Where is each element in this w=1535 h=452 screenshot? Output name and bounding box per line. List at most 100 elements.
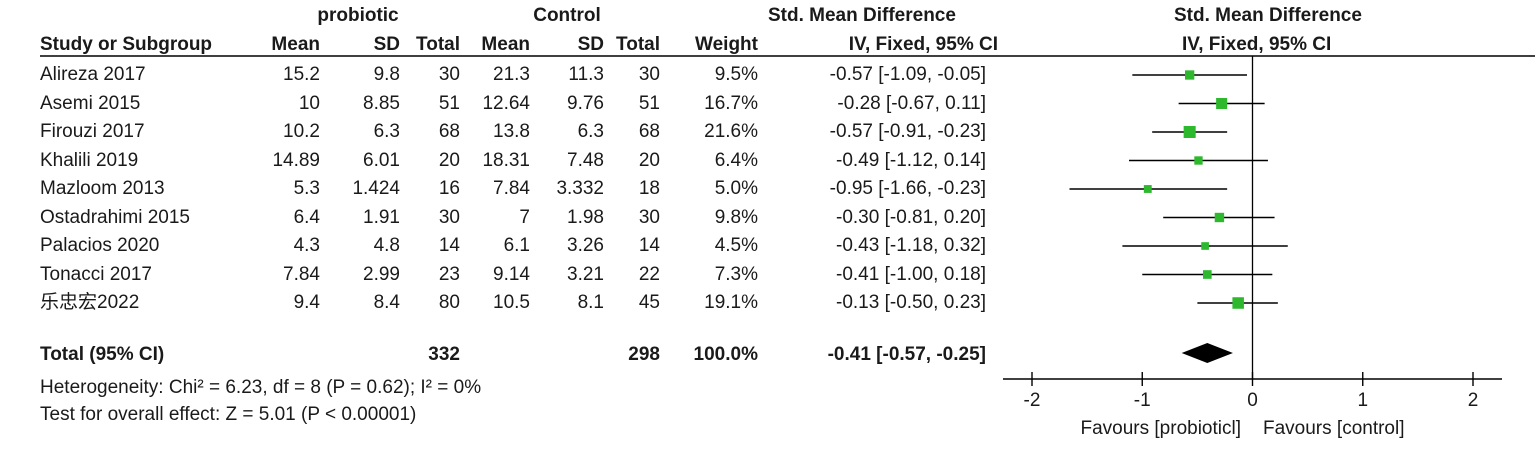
- group1-label: probiotic: [317, 5, 399, 26]
- cell-total1: 30: [438, 206, 460, 228]
- cell-total2: 20: [638, 149, 660, 171]
- cell-mean1: 4.3: [293, 235, 320, 256]
- cell-sd1: 1.424: [352, 178, 400, 199]
- plot-subheader: IV, Fixed, 95% CI: [1182, 34, 1332, 55]
- x-tick-label: -1: [1134, 390, 1151, 411]
- cell-mean2: 13.8: [493, 121, 530, 142]
- total-n2: 298: [628, 344, 660, 365]
- cell-sd1: 9.8: [373, 64, 400, 85]
- cell-ci: -0.41 [-1.00, 0.18]: [836, 263, 986, 285]
- cell-mean1: 9.4: [293, 292, 320, 313]
- effect-marker: [1143, 185, 1152, 193]
- cell-total1: 51: [438, 92, 460, 114]
- col-ci: IV, Fixed, 95% CI: [848, 34, 998, 55]
- cell-weight: 19.1%: [704, 292, 758, 313]
- favours-right-label: Favours [control]: [1263, 418, 1405, 439]
- cell-mean2: 21.3: [493, 64, 530, 85]
- plot-header: Std. Mean Difference: [1174, 5, 1362, 26]
- col-mean1: Mean: [271, 34, 320, 55]
- cell-sd2: 3.21: [567, 263, 604, 285]
- total-ci: -0.41 [-0.57, -0.25]: [827, 344, 986, 365]
- cell-study: Alireza 2017: [40, 64, 146, 85]
- cell-mean1: 7.84: [283, 263, 320, 285]
- cell-ci: -0.57 [-1.09, -0.05]: [829, 64, 986, 85]
- effect-marker: [1183, 126, 1196, 138]
- favours-left-label: Favours [probioticl]: [1080, 418, 1241, 439]
- col-sd1: SD: [373, 34, 400, 55]
- cell-weight: 6.4%: [714, 149, 758, 171]
- cell-sd2: 9.76: [567, 92, 604, 114]
- total-label: Total (95% CI): [40, 344, 165, 365]
- heterogeneity-text: Heterogeneity: Chi² = 6.23, df = 8 (P = …: [40, 377, 482, 398]
- cell-study: Palacios 2020: [40, 235, 160, 256]
- cell-mean2: 6.1: [503, 235, 530, 256]
- cell-study: 乐忠宏2022: [40, 292, 140, 313]
- cell-total1: 16: [438, 178, 460, 199]
- cell-sd1: 4.8: [373, 235, 400, 256]
- cell-mean2: 18.31: [482, 149, 530, 171]
- cell-ci: -0.28 [-0.67, 0.11]: [837, 92, 986, 114]
- cell-sd2: 11.3: [568, 64, 604, 85]
- effect-marker: [1194, 156, 1203, 165]
- cell-total2: 45: [638, 292, 660, 313]
- col-total2: Total: [616, 34, 660, 55]
- effect-marker: [1214, 212, 1225, 223]
- cell-total2: 14: [638, 235, 660, 256]
- cell-mean1: 14.89: [272, 149, 320, 171]
- x-tick-label: 2: [1468, 390, 1479, 411]
- cell-sd1: 1.91: [363, 206, 400, 228]
- col-weight: Weight: [695, 34, 758, 55]
- x-tick-label: 0: [1247, 390, 1258, 411]
- cell-total2: 30: [638, 64, 660, 85]
- cell-total2: 18: [638, 178, 660, 199]
- total-weight: 100.0%: [693, 344, 758, 365]
- cell-total2: 68: [638, 121, 660, 142]
- effect-marker: [1232, 297, 1244, 309]
- cell-mean2: 7: [519, 206, 530, 228]
- cell-study: Mazloom 2013: [40, 178, 165, 199]
- cell-ci: -0.57 [-0.91, -0.23]: [829, 121, 986, 142]
- effect-marker: [1202, 270, 1212, 279]
- cell-sd1: 8.4: [373, 292, 400, 313]
- cell-mean1: 5.3: [293, 178, 320, 199]
- x-tick-label: 1: [1357, 390, 1368, 411]
- cell-mean2: 10.5: [493, 292, 530, 313]
- cell-ci: -0.13 [-0.50, 0.23]: [836, 292, 986, 313]
- cell-sd2: 7.48: [567, 149, 604, 171]
- cell-weight: 9.8%: [714, 206, 758, 228]
- x-tick-label: -2: [1024, 390, 1041, 411]
- cell-total1: 80: [438, 292, 460, 313]
- cell-total1: 20: [438, 149, 460, 171]
- cell-mean2: 7.84: [493, 178, 530, 199]
- cell-total2: 51: [638, 92, 660, 114]
- cell-study: Ostadrahimi 2015: [40, 206, 190, 228]
- cell-sd1: 8.85: [363, 92, 400, 114]
- col-mean2: Mean: [481, 34, 530, 55]
- effect-marker: [1216, 97, 1228, 110]
- overall-effect-text: Test for overall effect: Z = 5.01 (P < 0…: [40, 404, 417, 425]
- cell-total2: 22: [638, 263, 660, 285]
- effect-marker: [1201, 242, 1209, 250]
- cell-weight: 5.0%: [714, 178, 758, 199]
- col-sd2: SD: [577, 34, 604, 55]
- cell-total2: 30: [638, 206, 660, 228]
- cell-weight: 7.3%: [714, 263, 758, 285]
- cell-mean1: 10.2: [283, 121, 320, 142]
- cell-weight: 16.7%: [704, 92, 758, 114]
- cell-mean1: 6.4: [293, 206, 320, 228]
- col-total1: Total: [416, 34, 460, 55]
- cell-mean1: 15.2: [283, 64, 320, 85]
- cell-sd2: 3.332: [556, 178, 604, 199]
- cell-sd2: 3.26: [567, 235, 604, 256]
- cell-mean1: 10: [298, 92, 320, 114]
- cell-weight: 21.6%: [704, 121, 758, 142]
- cell-study: Asemi 2015: [40, 92, 141, 114]
- cell-total1: 14: [438, 235, 460, 256]
- cell-sd1: 6.01: [363, 149, 400, 171]
- cell-total1: 23: [438, 263, 460, 285]
- cell-sd2: 1.98: [567, 206, 604, 228]
- cell-weight: 4.5%: [714, 235, 758, 256]
- cell-sd2: 6.3: [577, 121, 604, 142]
- cell-total1: 68: [438, 121, 460, 142]
